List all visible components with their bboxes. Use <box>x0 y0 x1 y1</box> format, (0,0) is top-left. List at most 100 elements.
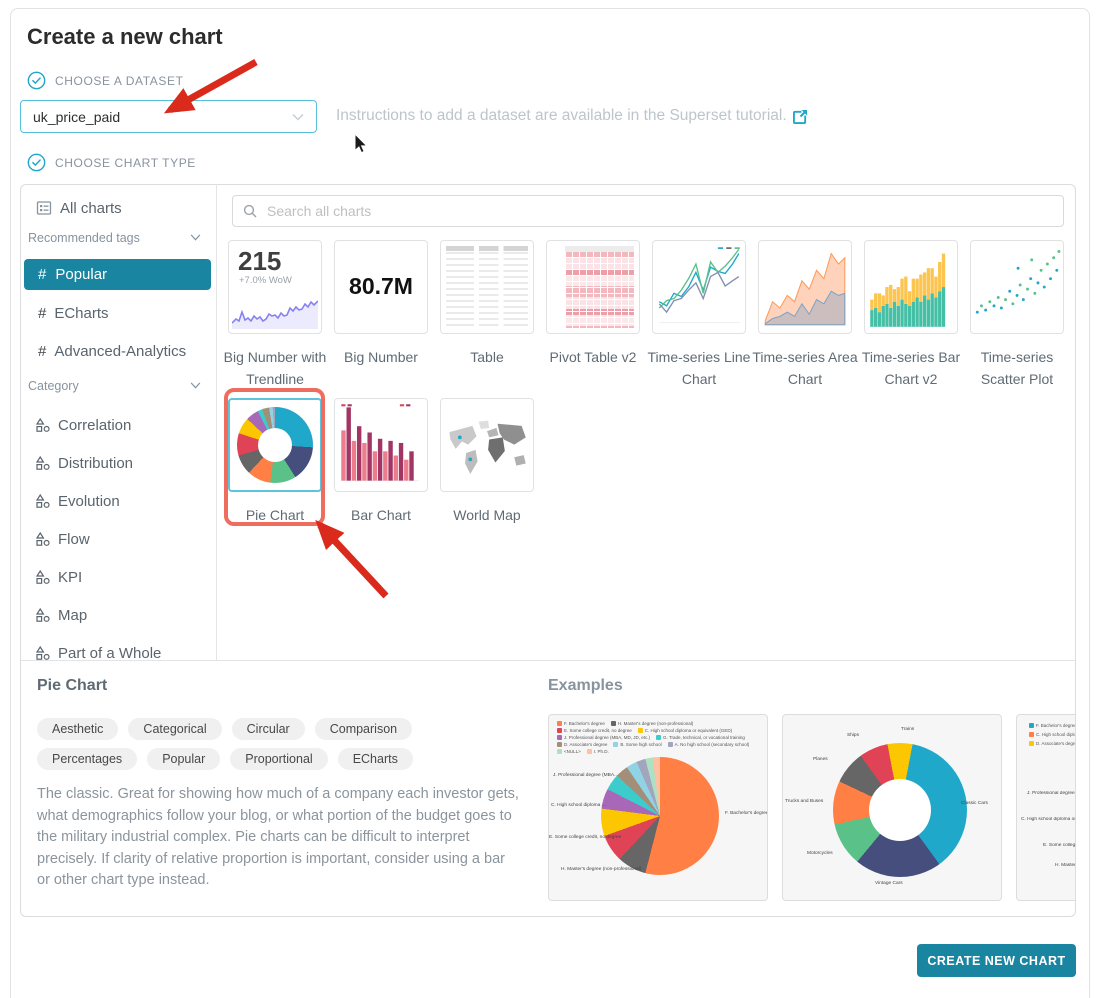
thumb-big-number: 80.7M <box>349 273 413 299</box>
chart-type-label: Time-series Line Chart <box>647 349 751 387</box>
sidebar-item-label: Popular <box>55 266 108 283</box>
sidebar-item-popular[interactable]: # Popular <box>24 259 211 290</box>
search-icon <box>243 204 257 218</box>
sidebar-item-label: Correlation <box>58 416 132 434</box>
chart-type-card-world-map[interactable]: World Map <box>440 398 534 526</box>
example-legend: F. Bachelor's degree C. High school dipl… <box>1029 723 1075 746</box>
chart-type-label: Time-series Area Chart <box>752 349 858 387</box>
tag-chip: Proportional <box>230 748 328 770</box>
chart-type-label: World Map <box>453 507 521 523</box>
thumb-delta: +7.0% WoW <box>239 275 292 286</box>
category-icon <box>36 608 50 622</box>
chart-type-card-pie-chart[interactable]: Pie Chart <box>228 398 322 526</box>
examples-row: F. Bachelor's degree H. Master's degree … <box>548 714 1075 902</box>
chart-type-label: Time-series Bar Chart v2 <box>861 349 961 387</box>
tag-chip: ECharts <box>337 748 413 770</box>
example-pie <box>601 757 719 875</box>
thumbnail-pivot-table <box>546 240 640 334</box>
sidebar-item-correlation[interactable]: Correlation <box>36 412 131 438</box>
chart-type-card-big-number[interactable]: 80.7M Big Number <box>334 240 428 368</box>
chart-type-label: Pie Chart <box>245 507 305 523</box>
thumbnail-table <box>440 240 534 334</box>
sidebar-item-kpi[interactable]: KPI <box>36 564 82 590</box>
example-pie-chart-2: F. Bachelor's degree C. High school dipl… <box>1016 714 1075 901</box>
sidebar-item-label: ECharts <box>54 304 109 322</box>
example-pie-chart: F. Bachelor's degree H. Master's degree … <box>548 714 768 901</box>
category-icon <box>36 532 50 546</box>
chart-type-card-table[interactable]: Table <box>440 240 534 368</box>
sidebar-item-label: Part of a Whole <box>58 644 162 662</box>
category-icon <box>36 646 50 660</box>
chart-type-label: Big Number <box>344 349 418 365</box>
thumbnail-world-map <box>440 398 534 492</box>
chart-type-card-ts-area[interactable]: Time-series Area Chart <box>752 240 858 390</box>
tag-chip: Circular <box>231 718 305 740</box>
examples-title: Examples <box>548 677 623 694</box>
sidebar-item-label: All charts <box>60 199 122 217</box>
dataset-step-label: CHOOSE A DATASET <box>55 73 184 88</box>
sidebar-item-all-charts[interactable]: All charts <box>36 195 122 221</box>
thumbnail-pie-chart <box>228 398 322 492</box>
section-recommended-tags: Recommended tags <box>28 231 140 245</box>
tag-chip: Percentages <box>37 748 138 770</box>
sidebar-item-echarts[interactable]: # ECharts <box>38 300 109 326</box>
chart-type-label: Time-series Scatter Plot <box>980 349 1054 387</box>
external-link-icon[interactable] <box>792 109 808 124</box>
sidebar-item-label: Advanced-Analytics <box>54 342 187 360</box>
chart-type-card-bar-chart[interactable]: Bar Chart <box>334 398 428 526</box>
dataset-instructions: Instructions to add a dataset are availa… <box>336 107 808 125</box>
chart-type-label: Pivot Table v2 <box>549 349 637 365</box>
check-circle-icon <box>27 153 46 172</box>
category-icon <box>36 570 50 584</box>
thumbnail-bar-chart <box>334 398 428 492</box>
sidebar-item-label: Flow <box>58 530 90 548</box>
chart-search <box>232 195 1064 227</box>
sidebar-item-map[interactable]: Map <box>36 602 87 628</box>
sidebar-item-label: KPI <box>58 568 83 586</box>
ballot-icon <box>36 201 52 215</box>
hash-icon: # <box>38 266 47 283</box>
tag-chip: Categorical <box>128 718 222 740</box>
chevron-down-icon[interactable] <box>190 234 201 241</box>
thumbnail-scatter-plot <box>970 240 1064 334</box>
chart-type-card-ts-scatter[interactable]: Time-series Scatter Plot <box>970 240 1064 390</box>
example-donut-chart: Trains Ships Planes Trucks and Buses Mot… <box>782 714 1002 901</box>
category-icon <box>36 456 50 470</box>
chart-type-step-header: CHOOSE CHART TYPE <box>27 153 196 172</box>
chart-type-step-label: CHOOSE CHART TYPE <box>55 155 196 170</box>
details-divider <box>21 660 1075 661</box>
sidebar-item-label: Map <box>58 606 88 624</box>
sidebar-item-evolution[interactable]: Evolution <box>36 488 120 514</box>
sidebar-divider <box>216 184 217 660</box>
sidebar-item-flow[interactable]: Flow <box>36 526 90 552</box>
sidebar-item-advanced-analytics[interactable]: # Advanced-Analytics <box>38 338 186 364</box>
hash-icon: # <box>38 342 47 360</box>
chart-type-label: Bar Chart <box>351 507 411 523</box>
thumbnail-line-chart <box>652 240 746 334</box>
chart-type-card-ts-bar[interactable]: Time-series Bar Chart v2 <box>862 240 960 390</box>
example-legend: F. Bachelor's degree H. Master's degree … <box>557 721 763 754</box>
hash-icon: # <box>38 304 47 322</box>
chevron-down-icon <box>292 113 304 120</box>
sidebar-item-distribution[interactable]: Distribution <box>36 450 133 476</box>
sidebar-item-part-of-a-whole[interactable]: Part of a Whole <box>36 640 161 666</box>
page-title: Create a new chart <box>27 24 223 49</box>
section-category: Category <box>28 379 79 393</box>
search-input[interactable] <box>232 195 1064 227</box>
chart-type-card-pivot-table[interactable]: Pivot Table v2 <box>546 240 640 368</box>
check-circle-icon <box>27 71 46 90</box>
tag-chip: Comparison <box>314 718 413 740</box>
chart-type-card-ts-line[interactable]: Time-series Line Chart <box>648 240 750 390</box>
thumbnail-bar-chart-v2 <box>864 240 958 334</box>
dataset-select[interactable]: uk_price_paid <box>20 100 317 133</box>
chart-description: The classic. Great for showing how much … <box>37 786 519 888</box>
chart-tags: Aesthetic Categorical Circular Compariso… <box>37 718 497 770</box>
create-new-chart-button[interactable]: CREATE NEW CHART <box>917 944 1076 977</box>
category-icon <box>36 494 50 508</box>
dataset-select-value: uk_price_paid <box>33 108 121 125</box>
sparkline <box>232 300 318 329</box>
chart-type-label: Big Number with Trendline <box>223 349 327 387</box>
chevron-down-icon[interactable] <box>190 382 201 389</box>
category-icon <box>36 418 50 432</box>
chart-type-card-big-number-trendline[interactable]: 215 +7.0% WoW Big Number with Trendline <box>224 240 326 390</box>
